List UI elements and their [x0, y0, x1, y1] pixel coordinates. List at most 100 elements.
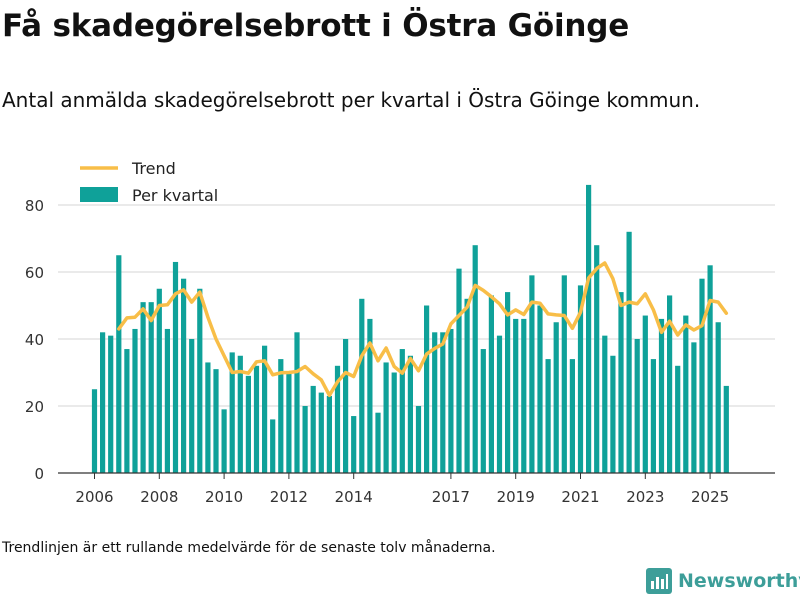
- x-tick-label: 2006: [75, 488, 113, 506]
- bar: [545, 359, 551, 473]
- bar: [424, 305, 430, 473]
- bar: [91, 389, 98, 473]
- bar: [375, 412, 381, 473]
- bar: [326, 395, 332, 473]
- bar: [505, 292, 511, 473]
- x-tick-label: 2010: [205, 488, 243, 506]
- bar: [723, 385, 729, 473]
- chart: 0 20 40 60 80 2006 2008 2010 2012 2014 2017 2019 202…: [25, 159, 775, 506]
- bar: [642, 315, 648, 473]
- bar: [610, 355, 616, 473]
- bar: [488, 295, 494, 473]
- bar: [189, 339, 195, 473]
- x-tick-label: 2023: [626, 488, 664, 506]
- bar: [537, 305, 543, 473]
- bar: [691, 342, 697, 473]
- bar: [464, 298, 470, 473]
- x-tick-label: 2025: [691, 488, 729, 506]
- bar: [359, 298, 365, 473]
- bar: [521, 318, 527, 473]
- bar: [237, 355, 243, 473]
- bar: [286, 372, 292, 473]
- newsworthy-logo-icon: [646, 568, 672, 594]
- bar: [456, 268, 462, 473]
- bar: [205, 362, 211, 473]
- bar: [472, 245, 478, 473]
- y-tick-label: 0: [34, 465, 44, 483]
- bar: [707, 265, 713, 473]
- bar: [399, 349, 405, 473]
- legend-bars-swatch: [80, 187, 118, 202]
- bar: [602, 335, 608, 473]
- bar: [164, 328, 170, 473]
- bar: [116, 255, 122, 473]
- trend-line: [117, 261, 729, 398]
- bar: [667, 295, 673, 473]
- bar: [302, 406, 308, 473]
- bar: [221, 409, 227, 473]
- bar: [650, 359, 656, 473]
- bar: [156, 288, 162, 473]
- bar: [432, 332, 438, 473]
- bar: [124, 349, 130, 473]
- bar: [658, 318, 665, 473]
- brand-logo: Newsworthy: [646, 568, 800, 594]
- legend-trend-label: Trend: [131, 159, 176, 178]
- bar: [229, 352, 235, 473]
- bar: [197, 288, 203, 473]
- bar: [715, 322, 721, 473]
- bar: [683, 315, 689, 473]
- bar: [448, 328, 454, 473]
- bar: [626, 231, 632, 473]
- bar: [383, 362, 389, 473]
- bar: [699, 278, 705, 473]
- bar: [245, 375, 251, 473]
- bar: [108, 335, 114, 473]
- bar: [100, 332, 106, 473]
- page-subtitle: Antal anmälda skadegörelsebrott per kvar…: [2, 88, 701, 112]
- bar: [480, 349, 486, 473]
- bar: [148, 302, 154, 473]
- x-tick-label: 2008: [140, 488, 178, 506]
- bar: [270, 419, 276, 473]
- bar: [213, 369, 219, 473]
- bar: [310, 385, 316, 473]
- bar: [407, 355, 413, 473]
- bar: [278, 359, 284, 473]
- bar: [586, 184, 592, 473]
- bar: [496, 335, 503, 473]
- bar: [367, 318, 373, 473]
- bar: [181, 278, 187, 473]
- bar: [569, 359, 575, 473]
- x-tick-label: 2019: [497, 488, 535, 506]
- legend-bars-label: Per kvartal: [132, 186, 218, 205]
- bar: [262, 345, 268, 473]
- bar: [253, 365, 260, 473]
- bar: [553, 322, 559, 473]
- bar: [415, 406, 422, 473]
- bar: [172, 261, 179, 473]
- bar: [529, 275, 535, 473]
- y-tick-label: 40: [25, 331, 44, 349]
- bar: [513, 318, 519, 473]
- bar: [294, 332, 300, 473]
- bar: [561, 275, 567, 473]
- bar: [594, 245, 600, 473]
- x-tick-label: 2014: [335, 488, 373, 506]
- x-tick-label: 2017: [432, 488, 470, 506]
- bar: [351, 416, 357, 473]
- y-tick-label: 20: [25, 398, 44, 416]
- bar: [634, 339, 640, 473]
- x-tick-label: 2012: [270, 488, 308, 506]
- bar: [675, 365, 681, 473]
- x-tick-label: 2021: [561, 488, 599, 506]
- y-tick-label: 80: [25, 197, 44, 215]
- page-title: Få skadegörelsebrott i Östra Göinge: [2, 8, 630, 44]
- bar: [343, 339, 349, 473]
- bar: [318, 392, 324, 473]
- bar: [391, 372, 397, 473]
- bar: [140, 302, 146, 473]
- bar: [132, 328, 138, 473]
- bar: [618, 292, 624, 473]
- footnote: Trendlinjen är ett rullande medelvärde f…: [2, 540, 496, 556]
